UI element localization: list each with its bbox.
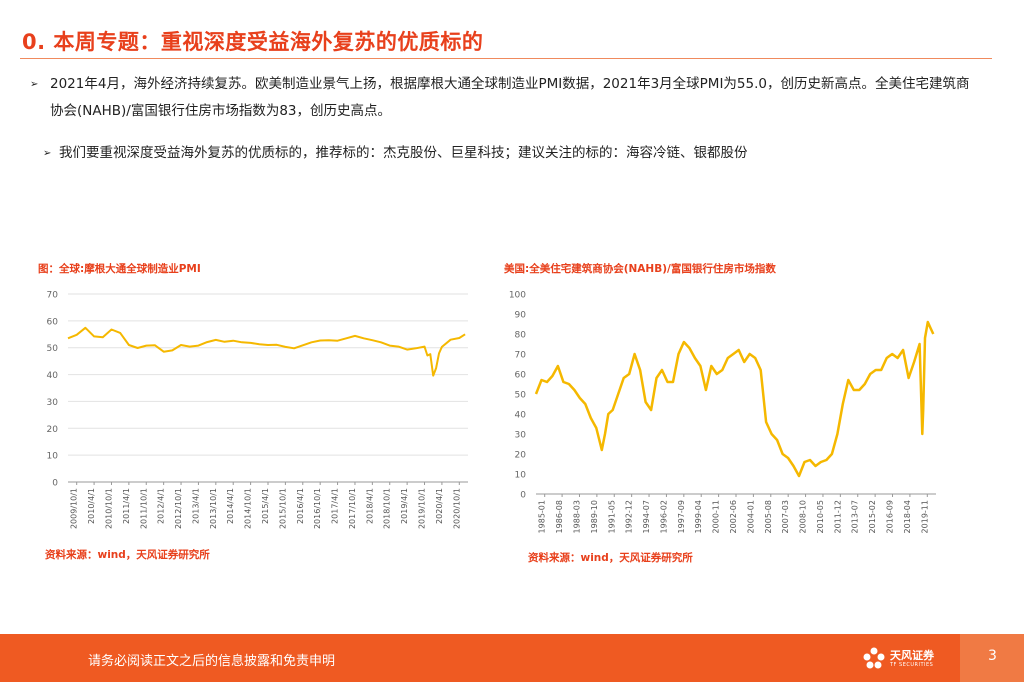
x-tick-label: 2000-11: [712, 500, 721, 533]
y-tick-label: 40: [47, 371, 59, 381]
y-tick-label: 50: [515, 391, 527, 401]
x-tick-label: 2020/10/1: [452, 488, 461, 529]
y-tick-label: 20: [515, 451, 527, 461]
y-tick-label: 60: [515, 371, 527, 381]
x-tick-label: 2012/4/1: [157, 488, 166, 524]
x-tick-label: 1991-05: [607, 500, 616, 533]
y-tick-label: 30: [47, 398, 59, 408]
x-tick-label: 2020/4/1: [435, 488, 444, 524]
x-tick-label: 2013/4/1: [191, 488, 200, 524]
x-tick-label: 2002-06: [729, 500, 738, 533]
x-tick-label: 1997-09: [677, 500, 686, 533]
logo-subtext: TF SECURITIES: [890, 662, 934, 668]
x-tick-label: 2010/4/1: [87, 488, 96, 524]
x-tick-label: 2018-04: [903, 500, 912, 533]
chart-1-source: 资料来源：wind，天风证券研究所: [45, 549, 210, 561]
y-tick-label: 0: [520, 491, 526, 501]
x-tick-label: 2011-12: [833, 500, 842, 533]
series-line: [534, 320, 935, 478]
x-tick-label: 2019/10/1: [418, 488, 427, 529]
logo-text: 天风证券: [890, 649, 934, 662]
y-tick-label: 10: [47, 452, 59, 462]
y-tick-label: 80: [515, 331, 527, 341]
chart-2-source: 资料来源：wind，天风证券研究所: [528, 552, 693, 564]
y-tick-label: 90: [515, 311, 527, 321]
x-tick-label: 2016-09: [886, 500, 895, 533]
x-tick-label: 1985-01: [538, 500, 547, 533]
x-tick-label: 2015/4/1: [261, 488, 270, 524]
x-tick-label: 2007-03: [781, 500, 790, 533]
x-tick-label: 1996-02: [659, 500, 668, 533]
x-tick-label: 2016/10/1: [313, 488, 322, 529]
x-tick-label: 2018/10/1: [383, 488, 392, 529]
x-tick-label: 1994-07: [642, 500, 651, 533]
x-tick-label: 2008-10: [799, 500, 808, 533]
x-tick-label: 1999-04: [694, 500, 703, 533]
page-title: 0. 本周专题：重视深度受益海外复苏的优质标的: [22, 30, 484, 54]
series-line: [67, 326, 466, 377]
flower-logo-icon: [863, 647, 885, 669]
company-logo: 天风证券 TF SECURITIES: [862, 644, 962, 674]
x-tick-label: 2014/4/1: [226, 488, 235, 524]
y-tick-label: 50: [47, 344, 59, 354]
x-tick-label: 2009/10/1: [70, 488, 79, 529]
x-tick-label: 2013-07: [851, 500, 860, 533]
bullet-2: ➢ 我们要重视深度受益海外复苏的优质标的，推荐标的：杰克股份、巨星科技；建议关注…: [43, 140, 983, 167]
x-tick-label: 2017/10/1: [348, 488, 357, 529]
arrow-bullet-icon: ➢: [43, 148, 52, 159]
x-tick-label: 2011/4/1: [122, 488, 131, 524]
title-divider: [20, 58, 992, 59]
x-tick-label: 2011/10/1: [139, 488, 148, 529]
x-tick-label: 1992-12: [625, 500, 634, 533]
x-tick-label: 2012/10/1: [174, 488, 183, 529]
x-tick-label: 2015-02: [868, 500, 877, 533]
y-tick-label: 100: [509, 291, 526, 301]
footer: 请务必阅读正文之后的信息披露和免责申明 天风证券 TF SECURITIES 3: [0, 634, 1024, 682]
x-tick-label: 2015/10/1: [278, 488, 287, 529]
x-tick-label: 1986-08: [555, 500, 564, 533]
y-tick-label: 0: [52, 479, 58, 489]
x-tick-label: 2004-01: [746, 500, 755, 533]
x-tick-label: 2005-08: [764, 500, 773, 533]
page-number: 3: [988, 648, 997, 664]
y-tick-label: 30: [515, 431, 527, 441]
footer-disclaimer: 请务必阅读正文之后的信息披露和免责申明: [88, 654, 336, 669]
y-tick-label: 40: [515, 411, 527, 421]
arrow-bullet-icon: ➢: [30, 79, 39, 90]
bullet-1: ➢ 2021年4月，海外经济持续复苏。欧美制造业景气上扬，根据摩根大通全球制造业…: [30, 71, 980, 125]
x-tick-label: 2010-05: [816, 500, 825, 533]
x-tick-label: 2014/10/1: [244, 488, 253, 529]
x-tick-label: 2018/4/1: [365, 488, 374, 524]
x-tick-label: 2016/4/1: [296, 488, 305, 524]
bullet-2-text: 我们要重视深度受益海外复苏的优质标的，推荐标的：杰克股份、巨星科技；建议关注的标…: [59, 145, 748, 161]
x-tick-label: 2019-11: [920, 500, 929, 533]
x-tick-label: 2013/10/1: [209, 488, 218, 529]
x-tick-label: 2017/4/1: [331, 488, 340, 524]
y-tick-label: 20: [47, 425, 59, 435]
bullet-1-text: 2021年4月，海外经济持续复苏。欧美制造业景气上扬，根据摩根大通全球制造业PM…: [50, 76, 970, 119]
nahb-chart: 0 10 20 30 40 50 60 70 80 90 100 1985-01 1986-08 1988…: [509, 291, 936, 533]
y-tick-label: 70: [515, 351, 527, 361]
y-tick-label: 10: [515, 471, 527, 481]
y-tick-label: 70: [47, 291, 59, 301]
chart-1-title: 图：全球:摩根大通全球制造业PMI: [38, 263, 201, 275]
y-tick-label: 60: [47, 317, 59, 327]
chart-2-title: 美国:全美住宅建筑商协会(NAHB)/富国银行住房市场指数: [504, 263, 776, 275]
x-tick-label: 2010/10/1: [104, 488, 113, 529]
x-tick-label: 1988-03: [572, 500, 581, 533]
x-tick-label: 2019/4/1: [400, 488, 409, 524]
page-number-block: [960, 634, 1024, 682]
x-tick-label: 1989-10: [590, 500, 599, 533]
pmi-chart: 0 10 20 30 40 50 60 70 2009/10/1 2010/4/1 2010/10/…: [47, 291, 468, 529]
